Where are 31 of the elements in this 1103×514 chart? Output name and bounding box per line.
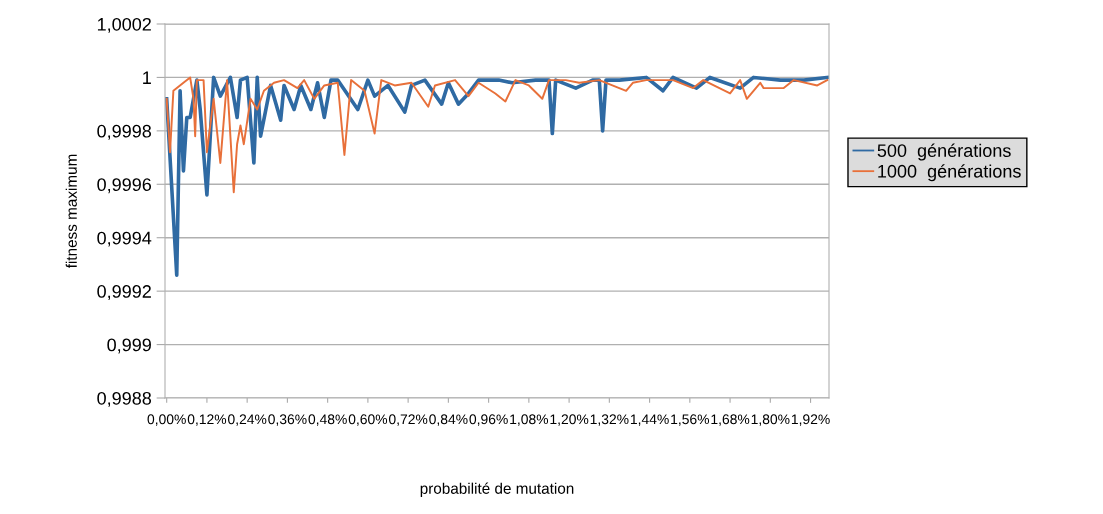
x-tick-label: 1,80%	[751, 414, 790, 426]
line-series	[165, 76, 829, 194]
y-tick-label: 0,9994	[97, 231, 152, 247]
x-tick-label: 1,92%	[791, 414, 830, 426]
legend-label: 1000 générations	[878, 164, 1021, 182]
y-tick-label: 0,9996	[97, 178, 152, 194]
x-tick-label: 1,20%	[550, 414, 589, 426]
x-tick-label: 1,32%	[590, 414, 629, 426]
x-tick-label: 0,84%	[429, 414, 468, 426]
y-axis-title: fitness maximum	[65, 154, 77, 269]
x-tick-label: 1,08%	[510, 414, 549, 426]
x-axis-title: probabilité de mutation	[420, 482, 574, 497]
x-tick-label: 0,24%	[228, 414, 267, 426]
y-tick-label: 1,0002	[97, 17, 151, 33]
legend-label: 500 générations	[877, 143, 1011, 161]
y-tick-label: 0,999	[107, 338, 151, 354]
x-tick-label: 0,36%	[268, 414, 307, 426]
x-tick-label: 1,68%	[711, 414, 750, 426]
x-tick-label: 1,44%	[630, 414, 669, 426]
y-tick-label: 1	[143, 71, 151, 84]
line-series	[165, 75, 829, 277]
y-tick-label: 0,9992	[97, 285, 151, 300]
y-tick-label: 0,9998	[97, 124, 152, 140]
x-tick-label: 0,72%	[388, 414, 428, 426]
x-tick-label: 1,56%	[671, 414, 710, 426]
x-tick-label: 0,00%	[147, 414, 186, 426]
x-tick-label: 0,96%	[469, 414, 508, 426]
x-tick-label: 0,60%	[348, 414, 388, 426]
x-tick-label: 0,48%	[308, 414, 347, 426]
x-tick-label: 0,12%	[187, 414, 227, 426]
y-tick-label: 0,9988	[97, 391, 152, 407]
